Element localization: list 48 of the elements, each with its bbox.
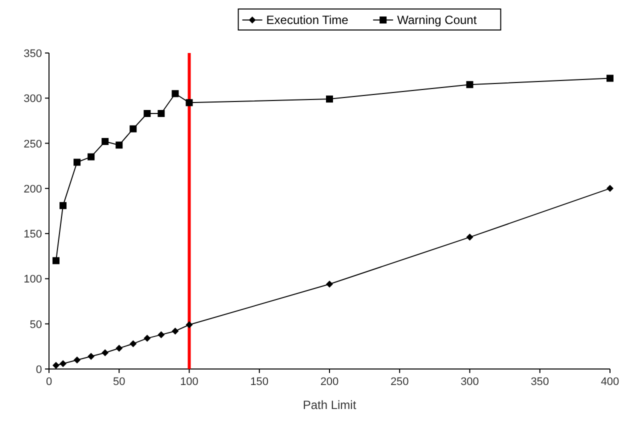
point [606, 74, 614, 82]
point [326, 96, 333, 103]
y-tick-label: 100 [24, 274, 42, 286]
point [88, 153, 95, 160]
point [74, 356, 81, 364]
legend-label: Execution Time [266, 13, 349, 27]
point [172, 90, 179, 98]
point [326, 280, 333, 288]
x-tick-label: 300 [460, 376, 479, 388]
point [186, 321, 193, 328]
y-tick-label: 150 [24, 228, 42, 241]
point [130, 340, 137, 348]
point [74, 158, 81, 166]
point [130, 125, 137, 132]
point [144, 110, 151, 117]
x-tick-label: 100 [180, 376, 198, 388]
x-tick-label: 150 [250, 376, 269, 388]
point [144, 334, 151, 342]
legend-label: Warning Count [397, 13, 478, 27]
x-tick-label: 400 [600, 376, 620, 388]
point [52, 257, 60, 264]
point [116, 344, 123, 352]
point [186, 99, 193, 106]
y-tick-label: 300 [24, 93, 42, 106]
x-tick-label: 250 [390, 376, 409, 388]
point [52, 362, 60, 369]
x-axis-title: Path Limit [302, 398, 357, 412]
point [466, 234, 474, 241]
point [606, 184, 614, 192]
y-tick-label: 350 [24, 48, 42, 60]
x-tick-label: 200 [320, 376, 339, 388]
point [158, 331, 165, 338]
point [158, 110, 165, 117]
point [466, 81, 474, 88]
point [102, 138, 109, 145]
y-tick-label: 200 [24, 183, 42, 196]
point [116, 142, 123, 149]
point [102, 349, 109, 356]
x-tick-label: 350 [530, 376, 550, 388]
point [60, 202, 67, 210]
y-tick-label: 250 [24, 138, 42, 150]
y-tick-label: 0 [36, 364, 42, 376]
y-tick-label: 50 [30, 318, 42, 331]
x-tick-label: 50 [113, 376, 126, 388]
x-tick-label: 0 [46, 376, 52, 388]
point [60, 360, 67, 368]
point [88, 352, 95, 360]
point [172, 328, 179, 335]
